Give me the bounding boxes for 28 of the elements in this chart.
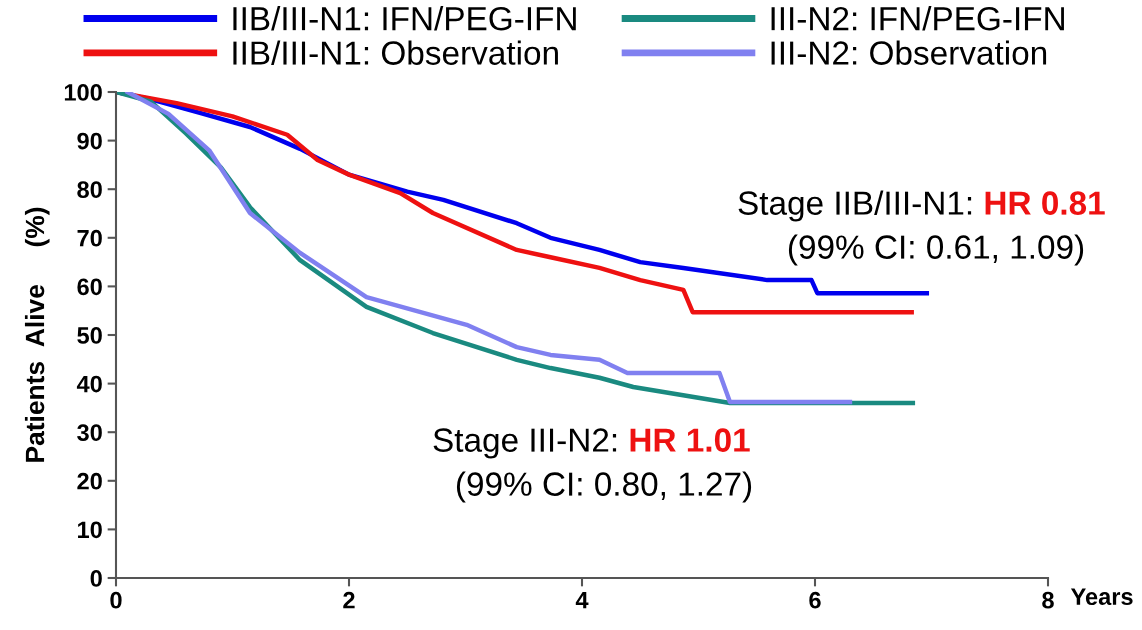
legend-label: IIB/III-N1: Observation <box>233 40 558 65</box>
y-tick-label: 40 <box>76 375 102 393</box>
x-tick-label: 8 <box>1042 591 1054 609</box>
x-tick-label: 4 <box>575 592 589 609</box>
x-tick-label: 6 <box>809 591 821 609</box>
y-tick-label: 20 <box>77 472 102 490</box>
y-tick-label: 10 <box>78 521 102 539</box>
legend-label: III-N2: IFN/PEG-IFN <box>771 6 1064 31</box>
y-tick-label: 70 <box>77 229 102 247</box>
y-tick-label: 100 <box>64 84 102 101</box>
x-tick-label: 2 <box>343 591 355 609</box>
annotation: Stage IIB/III-N1: <box>738 190 972 222</box>
x-tick-label: 0 <box>110 591 122 609</box>
y-tick-label: 60 <box>77 278 102 296</box>
legend-label: III-N2: Observation <box>771 40 1047 65</box>
annotation: (99% CI: 0.80, 1.27) <box>456 471 752 503</box>
legend-label: IIB/III-N1: IFN/PEG-IFN <box>233 6 576 31</box>
annotation: Stage III-N2: <box>433 428 617 459</box>
y-axis-title: Patients Alive (%) <box>24 207 50 462</box>
y-tick-label: 80 <box>77 181 102 198</box>
annotation: HR 0.81 <box>985 191 1105 215</box>
y-tick-label: 30 <box>77 424 102 442</box>
y-tick-label: 0 <box>90 570 102 587</box>
annotation: (99% CI: 0.61, 1.09) <box>788 234 1084 266</box>
annotation: HR 1.01 <box>630 428 750 452</box>
x-axis-title: Years <box>1070 588 1133 606</box>
y-tick-label: 50 <box>77 327 102 344</box>
y-tick-label: 90 <box>77 132 102 150</box>
